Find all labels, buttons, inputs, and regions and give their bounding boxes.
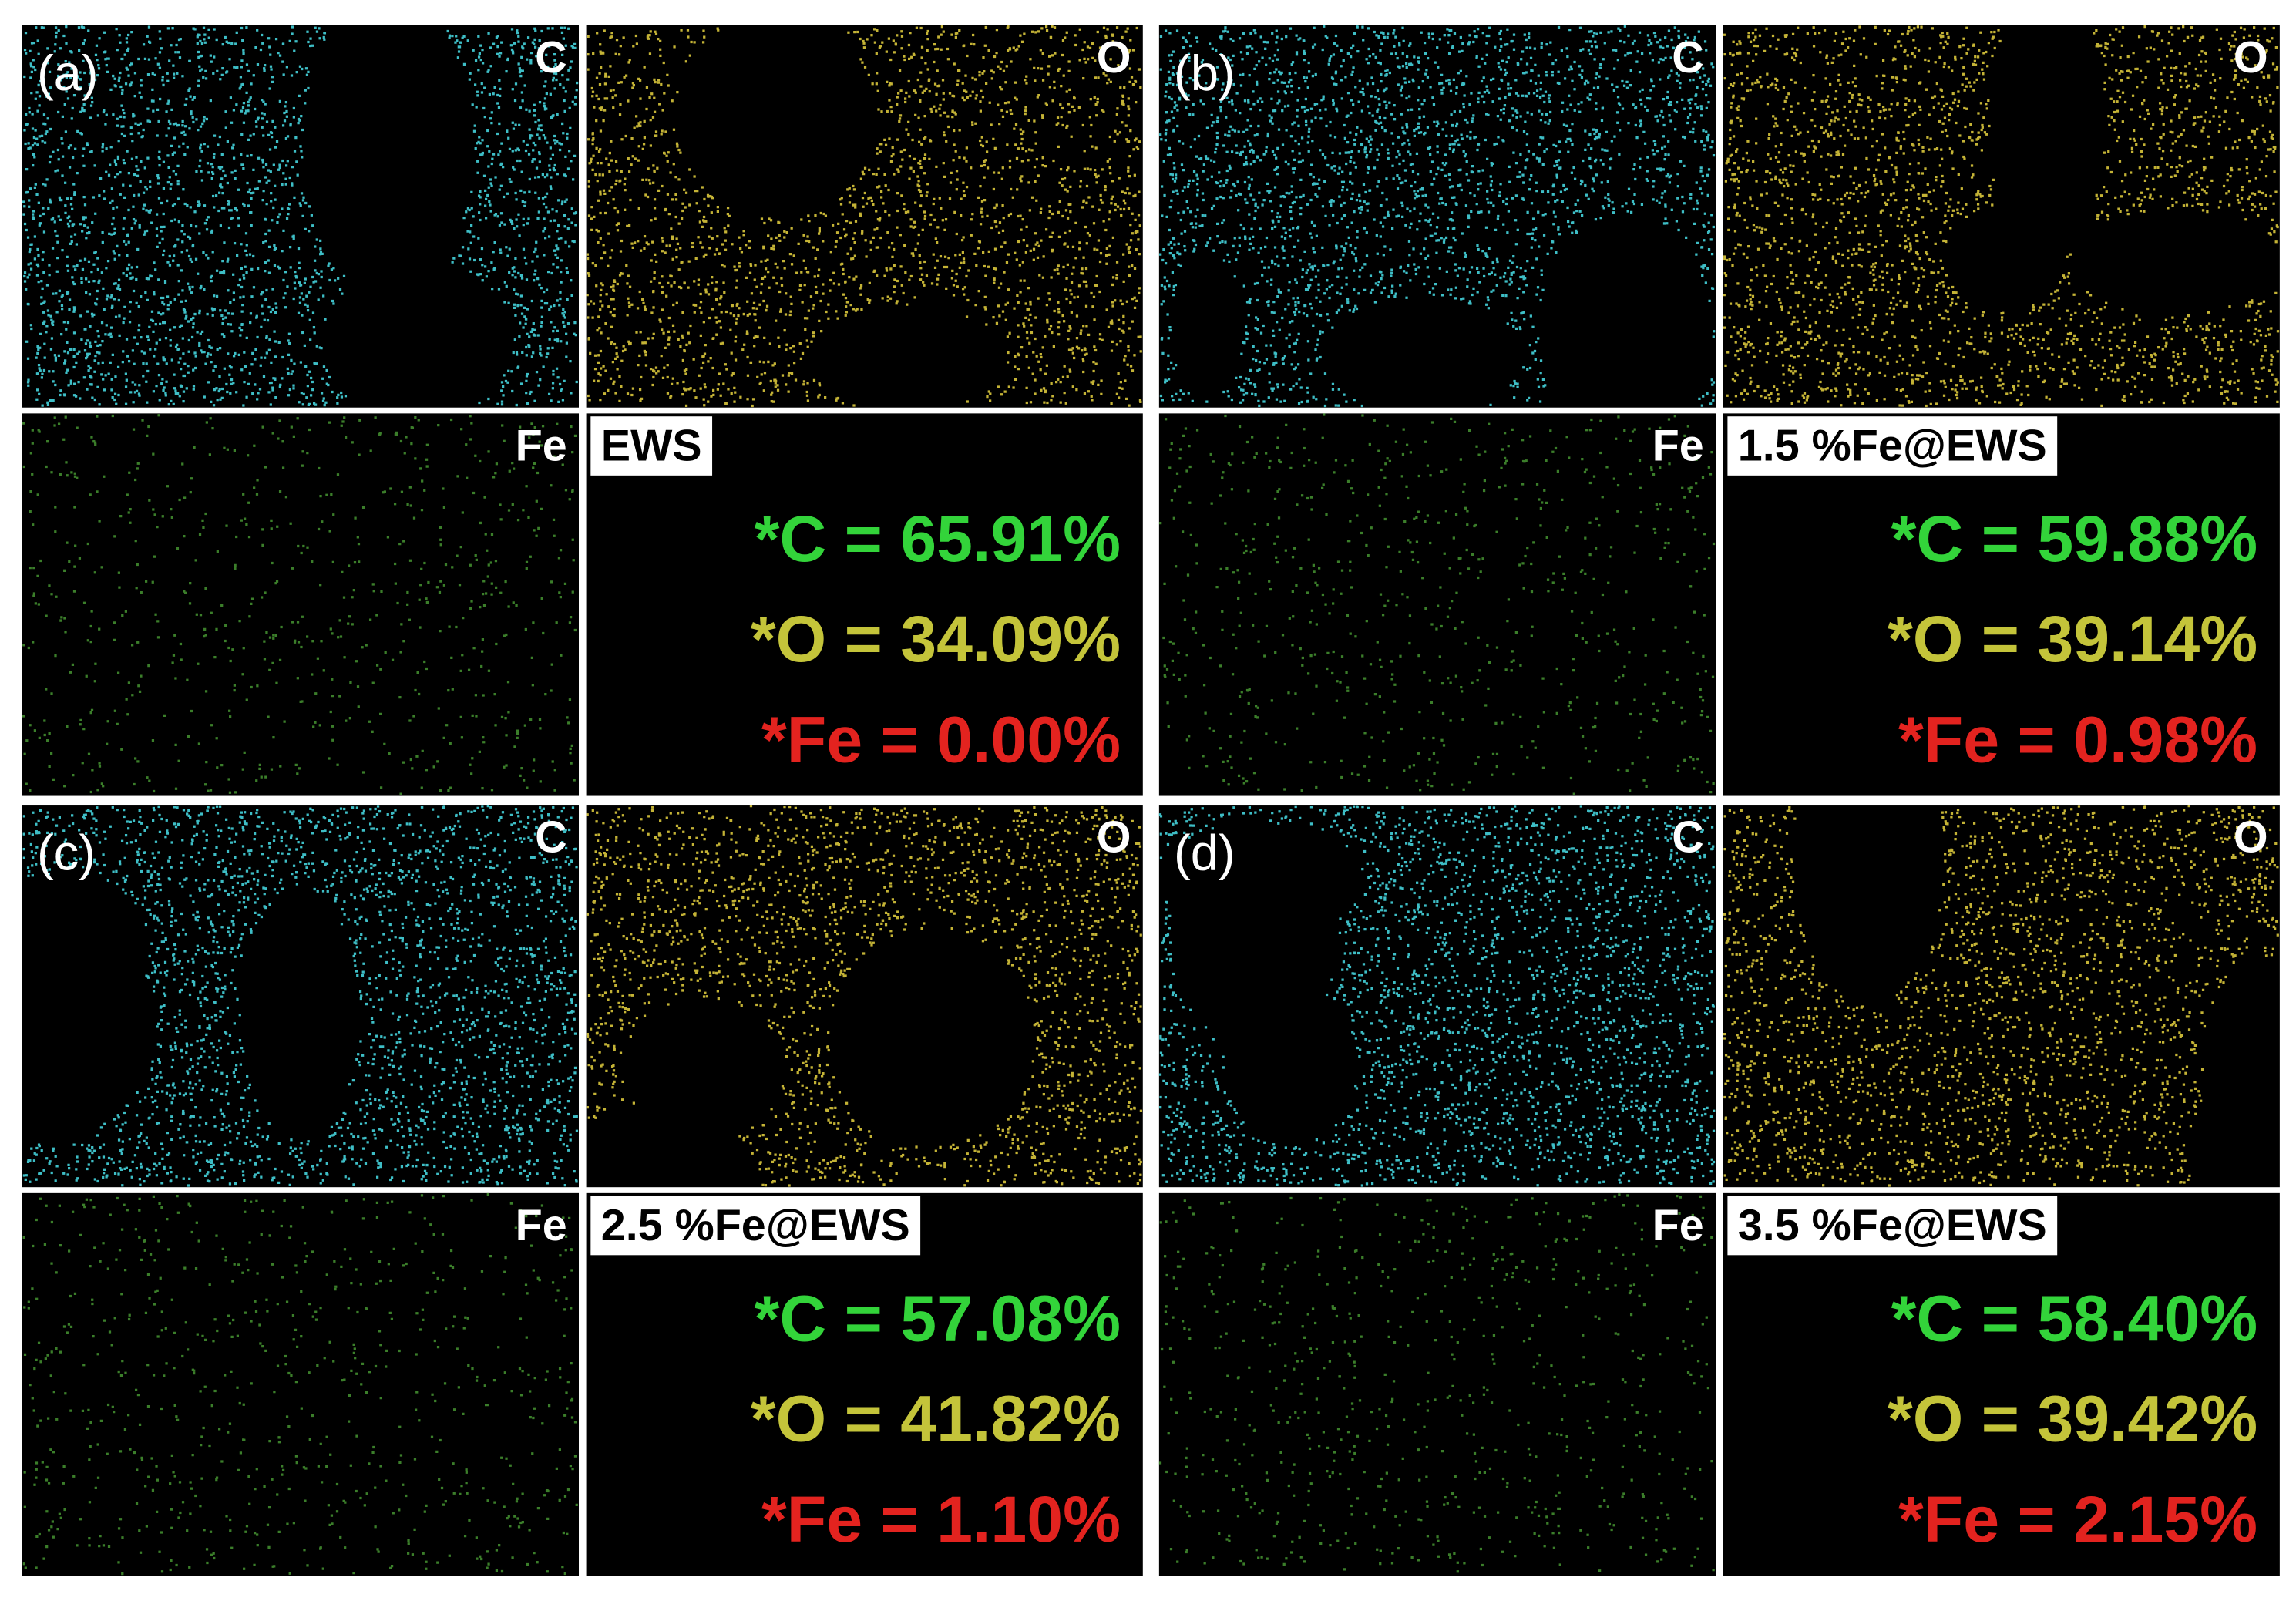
composition-line: *Fe = 1.10% [761,1483,1121,1556]
element-label: C [1672,812,1704,862]
element-label: C [535,33,567,82]
composition-line: *O = 39.14% [1888,603,2257,675]
element-label: Fe [516,422,567,471]
map-background [22,1192,580,1576]
map-background [586,805,1143,1188]
map-background [586,25,1143,408]
map-background [22,413,580,796]
element-label: C [535,812,567,862]
map-background [1158,25,1716,408]
element-dots [586,25,1142,408]
element-label: C [1672,33,1704,82]
panel-label: (b) [1174,45,1235,101]
composition-line: *O = 41.82% [751,1383,1121,1455]
composition-box [586,1192,1143,1576]
element-label: O [2234,33,2268,82]
element-dots [1159,25,1716,408]
composition-line: *O = 39.42% [1888,1383,2257,1455]
composition-box [586,413,1143,796]
map-background [22,25,580,408]
element-label: Fe [1652,1201,1704,1250]
sample-label-background [590,416,713,476]
composition-line: *C = 59.88% [1891,503,2257,575]
composition-line: *Fe = 0.00% [761,703,1121,775]
element-label: O [1097,33,1131,82]
map-background [22,805,580,1188]
composition-box [1723,413,2280,796]
panel-label: (c) [37,824,96,880]
element-dots [22,1192,578,1576]
element-label: O [1097,812,1131,862]
sample-label-background [590,1196,921,1256]
sample-label: 3.5 %Fe@EWS [1738,1201,2047,1250]
element-dots [1723,805,2279,1187]
element-label: Fe [516,1201,567,1250]
element-label: O [2234,812,2268,862]
map-background [1723,25,2280,408]
element-label: Fe [1652,422,1704,471]
composition-box [1723,1192,2280,1576]
element-dots [22,805,579,1187]
map-background [1158,805,1716,1188]
sample-label-background [1727,416,2058,476]
composition-line: *C = 57.08% [755,1282,1121,1354]
composition-line: *Fe = 0.98% [1898,703,2257,775]
map-background [1158,1192,1716,1576]
composition-line: *O = 34.09% [751,603,1121,675]
sample-label: 1.5 %Fe@EWS [1738,422,2047,471]
composition-line: *C = 58.40% [1891,1282,2257,1354]
map-background [1723,805,2280,1188]
composition-line: *Fe = 2.15% [1898,1483,2257,1556]
sample-label: 2.5 %Fe@EWS [601,1201,910,1250]
sample-label: EWS [601,422,702,471]
element-dots [586,805,1143,1187]
composition-line: *C = 65.91% [755,503,1121,575]
panel-label: (d) [1174,824,1235,880]
sample-label-background [1727,1196,2058,1256]
panel-label: (a) [37,45,99,101]
